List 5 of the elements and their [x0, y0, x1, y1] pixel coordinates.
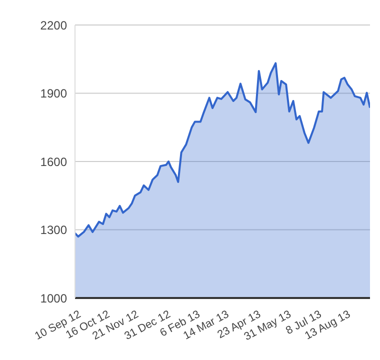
y-tick-label: 2200: [40, 18, 68, 32]
y-tick-label: 1000: [40, 291, 68, 306]
y-tick-label: 1300: [40, 223, 68, 238]
y-tick-label: 1900: [40, 86, 68, 101]
y-tick-label: 1600: [40, 154, 68, 169]
